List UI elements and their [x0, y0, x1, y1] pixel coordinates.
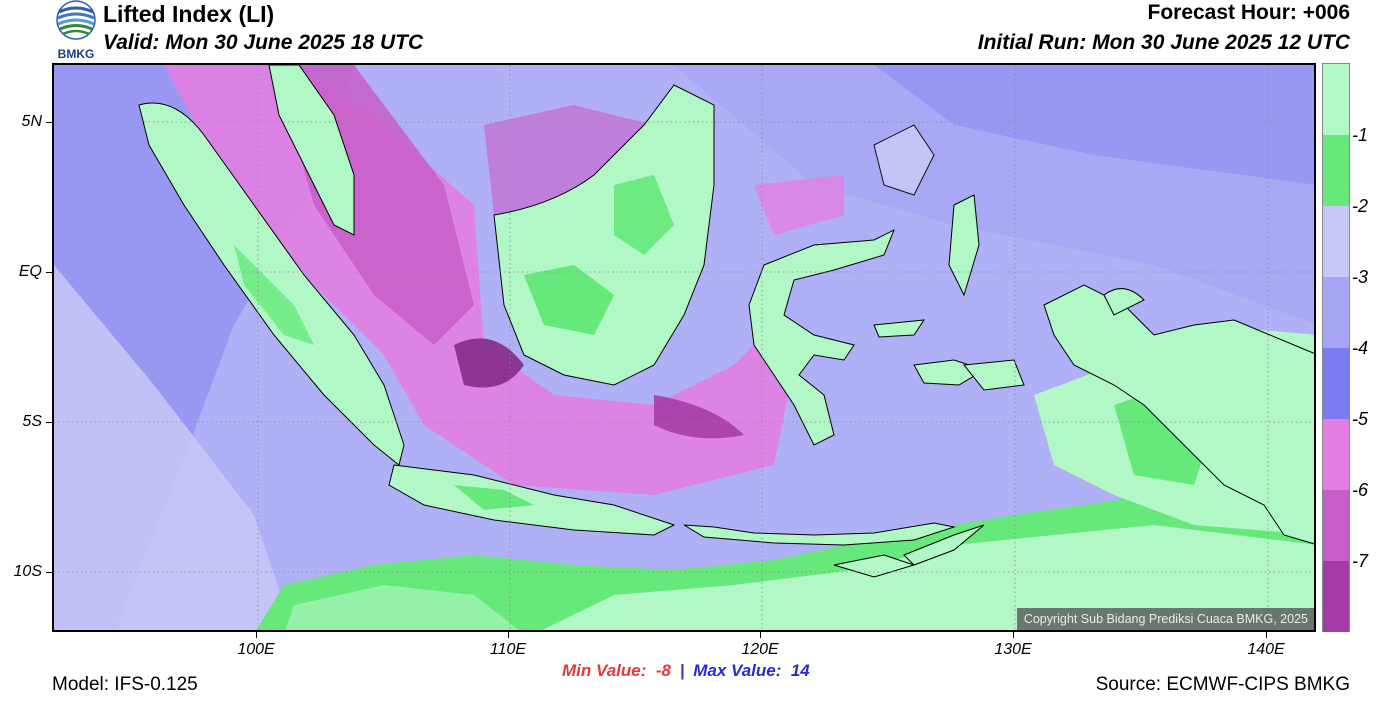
max-number: 14 — [790, 661, 810, 680]
min-max-separator: | — [679, 661, 685, 680]
model-label: Model: IFS-0.125 — [52, 674, 198, 695]
colorbar-label: -1 — [1352, 125, 1369, 145]
lon-tick — [760, 632, 761, 638]
bmkg-logo: BMKG — [52, 0, 100, 62]
colorbar-segment — [1323, 64, 1349, 135]
min-max-values: Min Value: -8 | Max Value: 14 — [562, 661, 810, 681]
lat-tick — [46, 572, 52, 573]
max-value: Max Value: 14 — [693, 661, 810, 680]
lon-tick — [1013, 632, 1014, 638]
colorbar-segment — [1323, 206, 1349, 277]
lon-tick — [1266, 632, 1267, 638]
lat-label-eq: EQ — [18, 263, 42, 280]
colorbar — [1322, 63, 1350, 632]
colorbar-label: -6 — [1352, 480, 1369, 500]
colorbar-segment — [1323, 561, 1349, 632]
colorbar-segment — [1323, 348, 1349, 419]
lat-label-5n: 5N — [21, 113, 42, 130]
colorbar-label: -5 — [1352, 409, 1369, 429]
lon-label-140e: 140E — [1247, 641, 1285, 658]
colorbar-label: -3 — [1352, 267, 1369, 287]
lifted-index-map: Copyright Sub Bidang Prediksi Cuaca BMKG… — [52, 63, 1316, 632]
forecast-hour: Forecast Hour: +006 — [1147, 1, 1351, 24]
colorbar-label: -4 — [1352, 338, 1369, 358]
colorbar-segment — [1323, 135, 1349, 206]
copyright-notice: Copyright Sub Bidang Prediksi Cuaca BMKG… — [1016, 608, 1314, 630]
lon-label-130e: 130E — [994, 641, 1032, 658]
logo-text: BMKG — [58, 47, 95, 61]
lat-tick — [46, 122, 52, 123]
colorbar-label: -7 — [1352, 551, 1369, 571]
colorbar-segment — [1323, 490, 1349, 561]
chart-title: Lifted Index (LI) — [103, 1, 275, 27]
lat-label-10s: 10S — [13, 563, 42, 580]
colorbar-segment — [1323, 277, 1349, 348]
colorbar-segment — [1323, 419, 1349, 490]
source-label: Source: ECMWF-CIPS BMKG — [1095, 674, 1350, 695]
valid-time: Valid: Mon 30 June 2025 18 UTC — [103, 31, 424, 54]
lat-tick — [46, 272, 52, 273]
lon-tick — [508, 632, 509, 638]
initial-run: Initial Run: Mon 30 June 2025 12 UTC — [977, 31, 1350, 54]
colorbar-label: -2 — [1352, 196, 1369, 216]
min-label: Min Value: — [562, 661, 647, 680]
lat-tick — [46, 422, 52, 423]
min-number: -8 — [655, 661, 671, 680]
max-label: Max Value: — [693, 661, 782, 680]
lon-label-100e: 100E — [237, 641, 275, 658]
min-value: Min Value: -8 — [562, 661, 671, 680]
lon-label-110e: 110E — [489, 641, 527, 658]
lon-tick — [256, 632, 257, 638]
lon-label-120e: 120E — [741, 641, 779, 658]
lat-label-5s: 5S — [22, 413, 42, 430]
